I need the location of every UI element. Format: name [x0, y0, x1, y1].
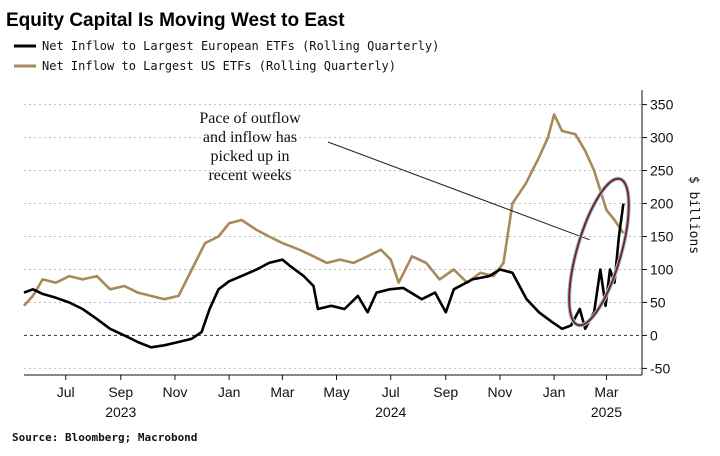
- series-layer: [23, 113, 625, 349]
- y-tick-label: -50: [650, 360, 670, 376]
- y-axis: -50 0 50 100 150 200 250 300 350: [641, 90, 674, 376]
- legend-label-european: Net Inflow to Largest European ETFs (Rol…: [42, 39, 439, 53]
- y-tick-label: 150: [650, 229, 674, 245]
- annotation-line-1: Pace of outflow: [199, 110, 301, 127]
- chart-title: Equity Capital Is Moving West to East: [6, 10, 345, 31]
- legend: Net Inflow to Largest European ETFs (Rol…: [14, 39, 439, 73]
- y-tick-label: 350: [650, 97, 674, 113]
- x-axis: Jul Sep Nov Jan Mar May Jul Sep Nov Jan Mar 2023 202…: [24, 374, 642, 420]
- x-year-label: 2025: [591, 404, 622, 420]
- source-note: Source: Bloomberg; Macrobond: [12, 431, 197, 444]
- annotation-arrow: [327, 141, 590, 241]
- series-line-european: [23, 203, 625, 349]
- x-tick-label: Jul: [57, 384, 75, 400]
- y-tick-label: 300: [650, 130, 674, 146]
- legend-label-us: Net Inflow to Largest US ETFs (Rolling Q…: [42, 59, 396, 73]
- gridlines: [24, 104, 642, 369]
- x-tick-label: Sep: [108, 384, 133, 400]
- x-year-label: 2024: [375, 404, 406, 420]
- y-tick-label: 0: [650, 327, 658, 343]
- highlight-ellipse-ring: [568, 177, 630, 327]
- annotation: Pace of outflow and inflow has picked up…: [199, 110, 590, 241]
- x-tick-label: Jan: [218, 384, 241, 400]
- annotation-line-4: recent weeks: [208, 167, 291, 184]
- x-tick-label: Mar: [270, 384, 294, 400]
- x-tick-label: Jul: [382, 384, 400, 400]
- x-tick-label: Nov: [487, 384, 512, 400]
- x-year-label: 2023: [105, 404, 136, 420]
- x-tick-label: Jan: [543, 384, 566, 400]
- annotation-line-3: picked up in: [210, 148, 289, 165]
- x-tick-label: May: [323, 384, 349, 400]
- y-tick-label: 50: [650, 294, 666, 310]
- annotation-line-2: and inflow has: [203, 129, 297, 146]
- series-line-us: [23, 113, 625, 307]
- x-tick-label: Nov: [162, 384, 187, 400]
- highlight-ellipse: [567, 176, 631, 328]
- x-tick-label: Sep: [433, 384, 458, 400]
- y-tick-label: 100: [650, 261, 674, 277]
- y-axis-label: $ billions: [686, 176, 701, 254]
- y-tick-label: 250: [650, 163, 674, 179]
- x-tick-label: Mar: [594, 384, 618, 400]
- y-tick-label: 200: [650, 196, 674, 212]
